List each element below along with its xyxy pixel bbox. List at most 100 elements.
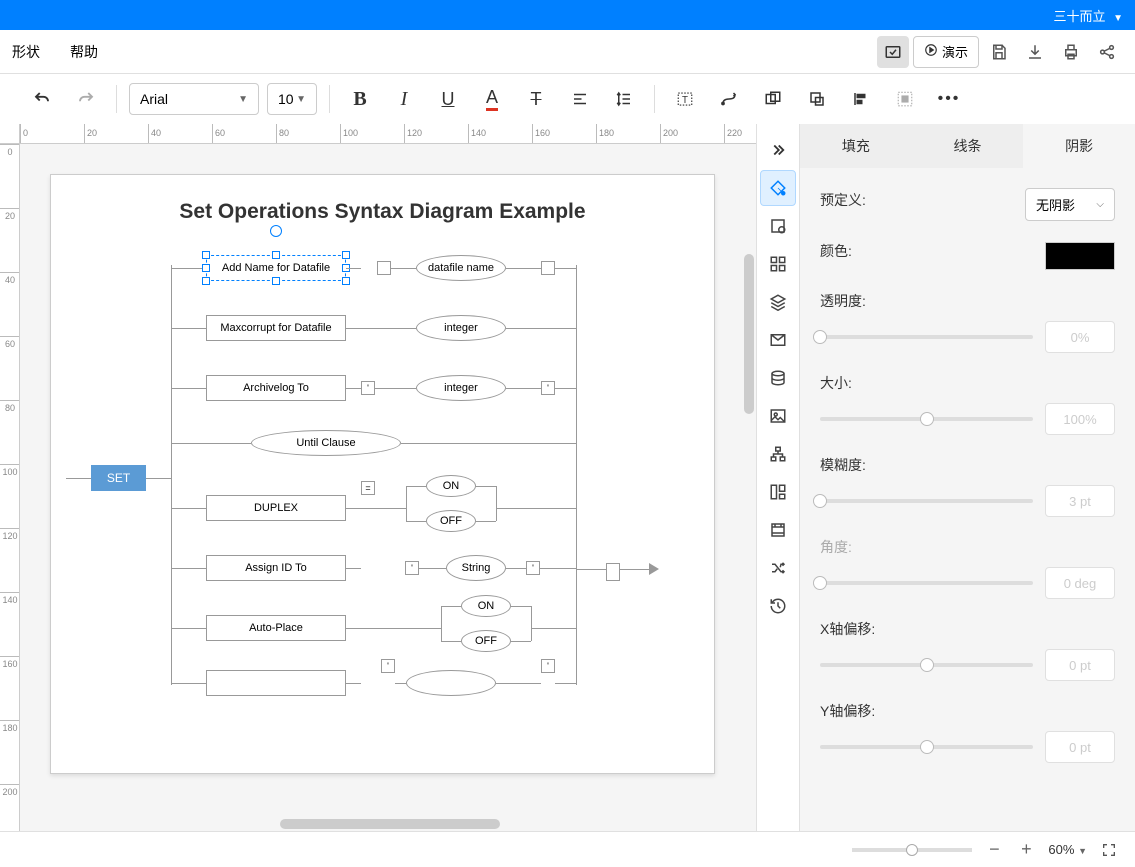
diagram-node[interactable] <box>406 670 496 696</box>
preset-select[interactable]: 无阴影 ⌵ <box>1025 188 1115 221</box>
more-button[interactable]: ••• <box>931 81 967 117</box>
rail-image-button[interactable] <box>760 398 796 434</box>
blur-slider[interactable] <box>820 499 1033 503</box>
share-button[interactable] <box>1091 36 1123 68</box>
connector <box>171 443 251 444</box>
strikethrough-button[interactable]: T <box>518 81 554 117</box>
diagram-node[interactable]: = <box>361 481 375 495</box>
selection-handle[interactable] <box>272 277 280 285</box>
undo-button[interactable] <box>24 81 60 117</box>
diagram-node[interactable]: integer <box>416 375 506 401</box>
font-size-select[interactable]: 10 ▼ <box>267 83 317 115</box>
menu-shape[interactable]: 形状 <box>12 42 40 62</box>
canvas-area[interactable]: 020406080100120140160180200220 020406080… <box>0 124 756 831</box>
rail-settings-button[interactable] <box>760 208 796 244</box>
diagram-node[interactable]: OFF <box>461 630 511 652</box>
opacity-slider[interactable] <box>820 335 1033 339</box>
size-slider[interactable] <box>820 417 1033 421</box>
tab-shadow[interactable]: 阴影 <box>1023 124 1135 168</box>
zoom-in-button[interactable]: + <box>1016 840 1036 860</box>
diagram-node[interactable] <box>541 261 555 275</box>
selection-handle[interactable] <box>202 277 210 285</box>
rail-table-button[interactable] <box>760 512 796 548</box>
redo-button[interactable] <box>68 81 104 117</box>
menu-help[interactable]: 帮助 <box>70 42 98 62</box>
underline-button[interactable]: U <box>430 81 466 117</box>
preset-value: 无阴影 <box>1036 195 1075 214</box>
line-spacing-button[interactable] <box>606 81 642 117</box>
download-button[interactable] <box>1019 36 1051 68</box>
connector <box>171 508 206 509</box>
copy-format-button[interactable] <box>799 81 835 117</box>
rail-layers-button[interactable] <box>760 284 796 320</box>
rail-history-button[interactable] <box>760 588 796 624</box>
diagram-node[interactable]: ON <box>426 475 476 497</box>
diagram-node[interactable]: Archivelog To <box>206 375 346 401</box>
fullscreen-button[interactable] <box>1099 840 1119 860</box>
diagram-node[interactable] <box>606 563 620 581</box>
diagram-node[interactable]: ' <box>361 381 375 395</box>
save-button[interactable] <box>983 36 1015 68</box>
diagram-node[interactable]: ' <box>381 659 395 673</box>
diagram-node[interactable]: Assign ID To <box>206 555 346 581</box>
diagram-node[interactable]: integer <box>416 315 506 341</box>
tab-line[interactable]: 线条 <box>912 124 1024 168</box>
diagram-node[interactable]: OFF <box>426 510 476 532</box>
user-menu[interactable]: 三十而立 ▼ <box>1053 6 1123 25</box>
rotation-handle[interactable] <box>270 225 282 237</box>
select-all-button[interactable] <box>887 81 923 117</box>
rail-apps-button[interactable] <box>760 246 796 282</box>
diagram-node[interactable]: ' <box>405 561 419 575</box>
text-box-button[interactable]: T <box>667 81 703 117</box>
zoom-out-button[interactable]: − <box>984 840 1004 860</box>
ruler-horizontal: 020406080100120140160180200220 <box>20 124 756 144</box>
rail-sitemap-button[interactable] <box>760 436 796 472</box>
selection-handle[interactable] <box>202 251 210 259</box>
align-objects-button[interactable] <box>843 81 879 117</box>
zoom-value[interactable]: 60% ▼ <box>1048 842 1087 857</box>
diagram-node[interactable]: String <box>446 555 506 581</box>
rail-collapse-button[interactable] <box>760 132 796 168</box>
page[interactable]: Set Operations Syntax Diagram Example SE… <box>50 174 715 774</box>
selection-handle[interactable] <box>272 251 280 259</box>
diagram-node[interactable]: ' <box>541 381 555 395</box>
rail-frame-button[interactable] <box>760 322 796 358</box>
diagram-node[interactable] <box>377 261 391 275</box>
yoff-slider[interactable] <box>820 745 1033 749</box>
scrollbar-vertical[interactable] <box>744 254 754 414</box>
group-button[interactable] <box>755 81 791 117</box>
align-button[interactable] <box>562 81 598 117</box>
rail-database-button[interactable] <box>760 360 796 396</box>
angle-slider[interactable] <box>820 581 1033 585</box>
mode-edit-button[interactable] <box>877 36 909 68</box>
diagram-node[interactable]: ' <box>541 659 555 673</box>
italic-button[interactable]: I <box>386 81 422 117</box>
selection-handle[interactable] <box>202 264 210 272</box>
diagram-node[interactable]: Until Clause <box>251 430 401 456</box>
diagram-node[interactable]: ON <box>461 595 511 617</box>
font-family-select[interactable]: Arial ▼ <box>129 83 259 115</box>
bold-button[interactable]: B <box>342 81 378 117</box>
diagram-node[interactable]: ' <box>526 561 540 575</box>
scrollbar-horizontal[interactable] <box>280 819 500 829</box>
selection-handle[interactable] <box>342 277 350 285</box>
diagram-node[interactable]: Maxcorrupt for Datafile <box>206 315 346 341</box>
print-button[interactable] <box>1055 36 1087 68</box>
zoom-slider[interactable] <box>852 848 972 852</box>
present-button[interactable]: 演示 <box>913 36 979 68</box>
connector-button[interactable] <box>711 81 747 117</box>
tab-fill[interactable]: 填充 <box>800 124 912 168</box>
selection-handle[interactable] <box>342 251 350 259</box>
diagram-node[interactable]: datafile name <box>416 255 506 281</box>
xoff-slider[interactable] <box>820 663 1033 667</box>
page-scroll[interactable]: Set Operations Syntax Diagram Example SE… <box>20 144 756 831</box>
rail-shuffle-button[interactable] <box>760 550 796 586</box>
diagram-node[interactable]: Auto-Place <box>206 615 346 641</box>
diagram-node[interactable] <box>206 670 346 696</box>
color-swatch[interactable] <box>1045 242 1115 270</box>
diagram-node[interactable]: SET <box>91 465 146 491</box>
diagram-node[interactable]: DUPLEX <box>206 495 346 521</box>
rail-data-button[interactable] <box>760 474 796 510</box>
rail-style-button[interactable] <box>760 170 796 206</box>
text-color-button[interactable]: A <box>474 81 510 117</box>
